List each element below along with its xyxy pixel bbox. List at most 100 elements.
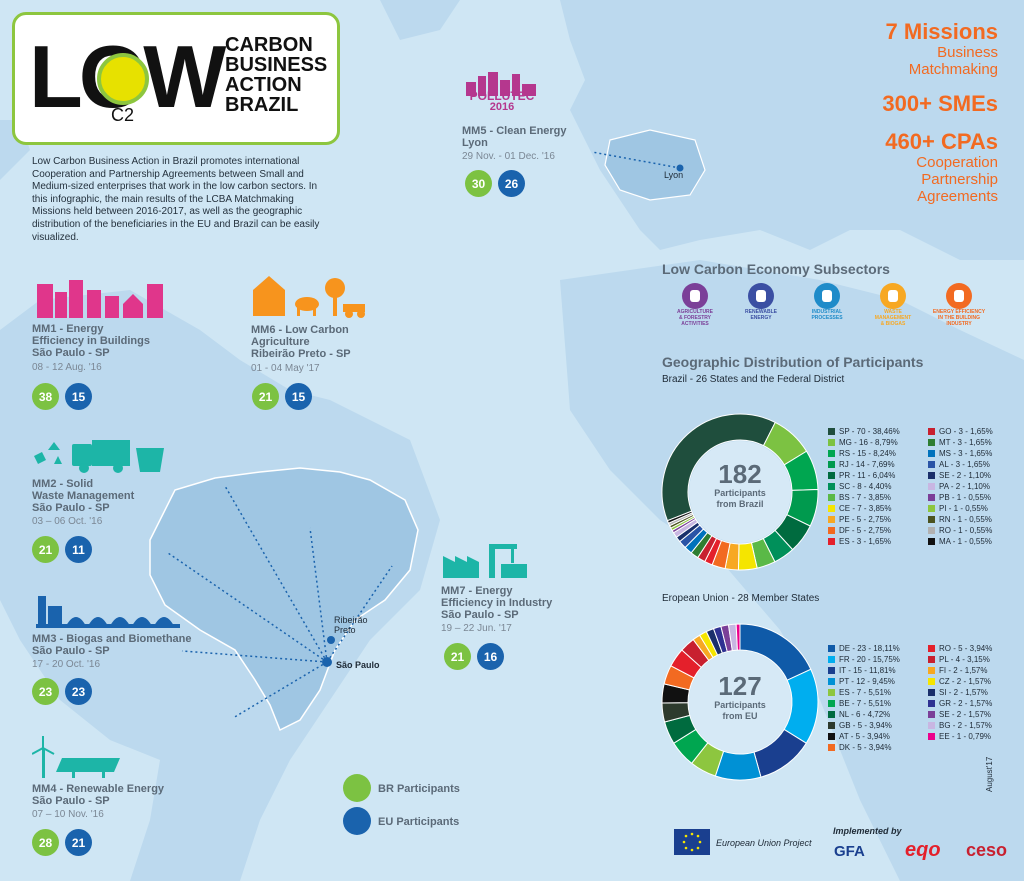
legend-swatch <box>928 700 935 707</box>
eu-donut-chart <box>661 623 819 781</box>
brazil-total-label: from Brazil <box>716 499 764 509</box>
subsector-label: IN THE BUILDING <box>938 315 980 321</box>
legend-text: RO - 1 - 0,55% <box>939 526 993 535</box>
subsector-label: RENEWABLE <box>745 309 777 315</box>
mm3-title-line: MM3 - Biogas and Biomethane <box>32 633 192 645</box>
legend-text: RS - 15 - 8,24% <box>839 449 896 458</box>
lyon-label: Lyon <box>664 170 684 180</box>
mm6-eu-count: 15 <box>285 383 312 410</box>
legend-entry: CZ - 2 - 1,57% <box>928 676 991 687</box>
mm7-date: 19 – 22 Jun. '17 <box>441 623 512 634</box>
eu-flag-icon <box>674 829 710 855</box>
legend-swatch <box>828 527 835 534</box>
mm2-eu-count: 11 <box>65 536 92 563</box>
bulb-icon <box>748 283 774 309</box>
wind-solar-icon <box>32 736 120 778</box>
legend-entry: PT - 12 - 9,45% <box>828 676 895 687</box>
mm6-city: Ribeirão Preto - SP <box>251 348 351 360</box>
eu-total-value: 127 <box>718 671 762 701</box>
eu-total-label: from EU <box>722 711 758 721</box>
brazil-legend: SP - 70 - 38,46% MG - 16 - 8,79% RS - 15 -… <box>828 426 1024 556</box>
factory-icon <box>814 283 840 309</box>
legend-text: GO - 3 - 1,65% <box>939 427 993 436</box>
legend-entry: EE - 1 - 0,79% <box>928 731 991 742</box>
mm3-eu-count: 23 <box>65 678 92 705</box>
legend-swatch <box>828 700 835 707</box>
mm4-br-count: 28 <box>32 829 59 856</box>
cpas-label: Cooperation <box>916 154 998 171</box>
pollutec-skyline-icon <box>466 72 536 96</box>
mm1-br-count: 38 <box>32 383 59 410</box>
logo-sub: C2 <box>111 105 135 125</box>
legend-swatch <box>928 428 935 435</box>
mm6-title-line: MM6 - Low Carbon <box>251 324 349 336</box>
eu-total-label: Participants <box>714 700 766 710</box>
legend-entry: FR - 20 - 15,75% <box>828 654 900 665</box>
donut-slice <box>735 623 741 651</box>
smes-value: 300+ SMEs <box>882 91 998 116</box>
buildings-icon <box>37 280 163 318</box>
mm2-title-line: MM2 - Solid <box>32 478 94 490</box>
eu-project-label: European Union Project <box>716 838 812 848</box>
subsector-label: INDUSTRIAL <box>811 309 843 315</box>
donut-slice <box>661 413 776 522</box>
mm7-city: São Paulo - SP <box>441 609 519 621</box>
br-legend-label: BR Participants <box>378 783 460 795</box>
brand-line: ACTION <box>225 74 302 96</box>
eu-subtitle: Eropean Union - 28 Member States <box>662 593 820 604</box>
mm2-city: São Paulo - SP <box>32 502 110 514</box>
brazil-subtitle: Brazil - 26 States and the Federal Distr… <box>662 374 845 385</box>
legend-entry: MT - 3 - 1,65% <box>928 437 992 448</box>
legend-entry: GO - 3 - 1,65% <box>928 426 993 437</box>
legend-text: IT - 15 - 11,81% <box>839 666 896 675</box>
mm5-br-count: 30 <box>465 170 492 197</box>
mm5-eu-count: 26 <box>498 170 525 197</box>
eu-legend-dot <box>343 807 371 835</box>
mm6-date: 01 - 04 May '17 <box>251 363 320 374</box>
legend-swatch <box>828 472 835 479</box>
subsector-label: INDUSTRY <box>946 321 972 327</box>
mm7-br-count: 21 <box>444 643 471 670</box>
saopaulo-label: São Paulo <box>336 660 380 670</box>
legend-swatch <box>928 733 935 740</box>
gfa-logo: GFA <box>834 843 865 860</box>
legend-swatch <box>928 483 935 490</box>
waste-truck-icon <box>34 440 164 473</box>
mm3-date: 17 - 20 Oct. '16 <box>32 659 101 670</box>
legend-swatch <box>828 505 835 512</box>
subsector-label: AGRICULTURE <box>676 309 713 315</box>
legend-swatch <box>928 656 935 663</box>
legend-entry: GB - 5 - 3,94% <box>828 720 892 731</box>
legend-text: PE - 5 - 2,75% <box>839 515 892 524</box>
legend-text: ES - 3 - 1,65% <box>839 537 892 546</box>
legend-text: EE - 1 - 0,79% <box>939 732 992 741</box>
legend-swatch <box>828 711 835 718</box>
legend-text: DE - 23 - 18,11% <box>839 644 900 653</box>
legend-entry: PR - 11 - 6,04% <box>828 470 895 481</box>
logo-low: LOW C2 <box>29 23 226 133</box>
legend-swatch <box>928 722 935 729</box>
legend-swatch <box>928 439 935 446</box>
subsectors-title: Low Carbon Economy Subsectors <box>662 261 890 277</box>
legend-text: DK - 5 - 3,94% <box>839 743 892 752</box>
subsector-label: ENERGY EFFICIENCY <box>932 309 986 315</box>
subsector-label: & FORESTRY <box>678 315 712 321</box>
stats-block: 7 Missions Business Matchmaking 300+ SME… <box>882 20 998 206</box>
legend-swatch <box>828 461 835 468</box>
legend-entry: CE - 7 - 3,85% <box>828 503 891 514</box>
legend-swatch <box>928 711 935 718</box>
legend-text: PB - 1 - 0,55% <box>939 493 992 502</box>
geo-title: Geographic Distribution of Participants <box>662 354 924 370</box>
mm6-br-count: 21 <box>252 383 279 410</box>
legend-entry: DE - 23 - 18,11% <box>828 643 900 654</box>
brand-line: BUSINESS <box>225 54 328 76</box>
mm4-eu-count: 21 <box>65 829 92 856</box>
legend-text: FI - 2 - 1,57% <box>939 666 988 675</box>
legend-entry: BS - 7 - 3,85% <box>828 492 891 503</box>
plant-icon <box>682 283 708 309</box>
legend-swatch <box>828 656 835 663</box>
mm4-title: MM4 - Renewable Energy São Paulo - SP <box>32 783 164 807</box>
legend-entry: AT - 5 - 3,94% <box>828 731 890 742</box>
legend-swatch <box>828 538 835 545</box>
